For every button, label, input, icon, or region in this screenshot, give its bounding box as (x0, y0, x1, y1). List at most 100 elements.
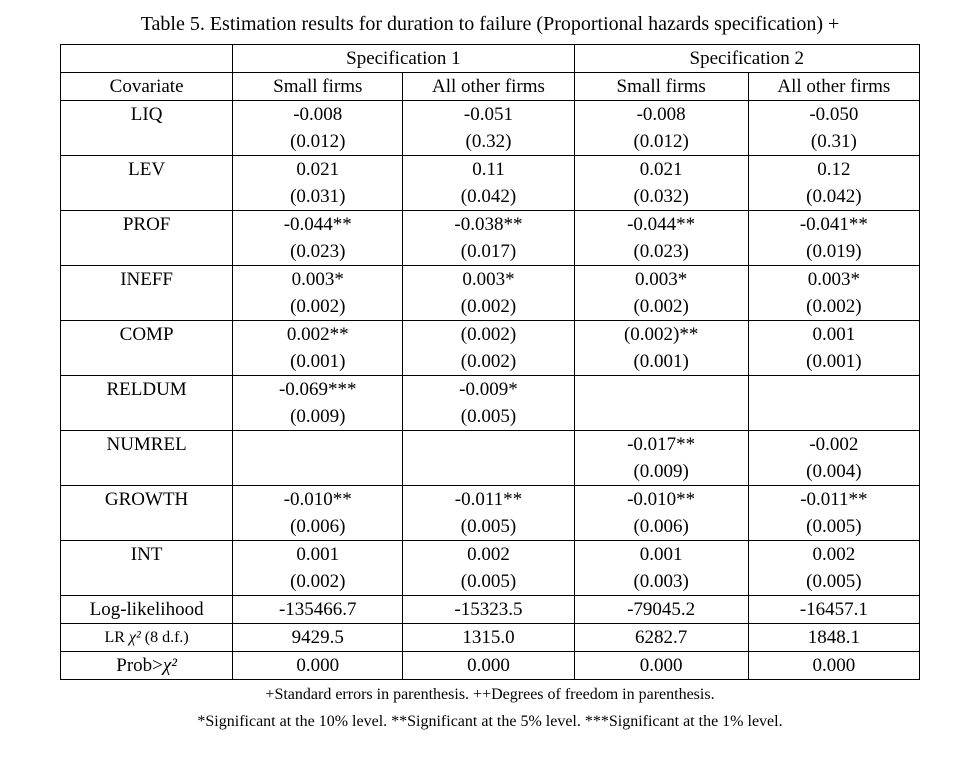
standard-error-value: (0.017) (460, 241, 517, 262)
coefficient-value (575, 377, 747, 404)
coefficient-value (749, 377, 918, 404)
footnote-significance-levels: *Significant at the 10% level. **Signifi… (197, 713, 783, 730)
covariate-row-numrel: NUMREL -0.017** (0.009) -0.002 (0.004) (59, 430, 921, 486)
covariate-label: LEV (59, 155, 234, 211)
standard-error-value: (0.001) (290, 351, 346, 372)
standard-error-value: (0.023) (290, 241, 346, 262)
coefficient-value: 0.001 (296, 544, 340, 565)
standard-error-value: (0.009) (290, 406, 346, 427)
coefficient-value: -0.002 (809, 434, 859, 455)
coefficient-value: 0.002 (467, 544, 510, 565)
covariate-row-ineff: INEFF 0.003* (0.002) 0.003* (0.002) 0.00… (59, 265, 921, 321)
estimate-cell: -0.038** (0.017) (402, 210, 575, 266)
covariate-label: NUMREL (59, 430, 234, 486)
estimate-cell: 0.001 (0.001) (747, 320, 921, 376)
estimate-cell: -0.044** (0.023) (573, 210, 749, 266)
summary-value: 0.000 (747, 651, 921, 680)
estimation-results-table: Specification 1 Specification 2 Covariat… (59, 44, 921, 680)
standard-error-value: (0.006) (633, 516, 689, 537)
coefficient-value: 0.001 (812, 324, 856, 345)
standard-error-value: (0.002) (460, 296, 517, 317)
standard-error-value: (0.002) (806, 296, 862, 317)
estimate-cell: -0.069*** (0.009) (232, 375, 404, 431)
coefficient-value: 0.003* (291, 269, 344, 290)
estimate-cell: -0.009* (0.005) (402, 375, 575, 431)
covariate-row-comp: COMP 0.002** (0.001) (0.002) (0.002) (0.… (59, 320, 921, 376)
coefficient-value: 0.11 (472, 159, 505, 180)
estimate-cell: 0.021 (0.031) (232, 155, 404, 211)
coefficient-value: -0.008 (293, 104, 343, 125)
coefficient-value: 0.003* (807, 269, 860, 290)
standard-error-value: (0.32) (465, 131, 512, 152)
estimate-cell: -0.017** (0.009) (573, 430, 749, 486)
column-header-spec2-all-other-firms: All other firms (747, 72, 921, 101)
estimate-cell: 0.002 (0.005) (747, 540, 921, 596)
estimate-cell: 0.003* (0.002) (232, 265, 404, 321)
summary-label-suffix: (8 d.f.) (140, 629, 189, 646)
estimate-cell: 0.002** (0.001) (232, 320, 404, 376)
standard-error-value: (0.31) (810, 131, 857, 152)
summary-value: -15323.5 (402, 595, 575, 624)
estimate-cell-empty (747, 375, 921, 431)
coefficient-value: -0.010** (283, 489, 352, 510)
covariate-label: RELDUM (59, 375, 234, 431)
chi-squared-symbol: χ² (162, 655, 177, 676)
estimate-cell: 0.001 (0.003) (573, 540, 749, 596)
standard-error-value: (0.031) (290, 186, 346, 207)
coefficient-value: -0.008 (636, 104, 686, 125)
summary-value: -79045.2 (573, 595, 749, 624)
standard-error-value: (0.009) (633, 461, 689, 482)
covariate-label: PROF (59, 210, 234, 266)
coefficient-value: 0.021 (639, 159, 683, 180)
summary-label: LR χ² (8 d.f.) (59, 623, 234, 652)
standard-error-value: (0.002) (290, 296, 346, 317)
estimate-cell: (0.002)** (0.001) (573, 320, 749, 376)
summary-value: 9429.5 (232, 623, 404, 652)
summary-row-prob-chi2: Prob>χ² 0.000 0.000 0.000 0.000 (59, 651, 921, 680)
standard-error-value: (0.005) (460, 406, 517, 427)
covariate-row-growth: GROWTH -0.010** (0.006) -0.011** (0.005)… (59, 485, 921, 541)
standard-error-value: (0.023) (633, 241, 689, 262)
estimate-cell: 0.001 (0.002) (232, 540, 404, 596)
estimate-cell: 0.12 (0.042) (747, 155, 921, 211)
coefficient-value: 0.12 (817, 159, 851, 180)
coefficient-value: -0.050 (809, 104, 859, 125)
summary-value: 0.000 (232, 651, 404, 680)
summary-value: 1848.1 (747, 623, 921, 652)
coefficient-value: 0.002 (812, 544, 856, 565)
estimate-cell: -0.011** (0.005) (402, 485, 575, 541)
standard-error-value: (0.005) (460, 516, 517, 537)
summary-value: 0.000 (402, 651, 575, 680)
column-header-spec2-small-firms: Small firms (573, 72, 749, 101)
spec-header-row: Specification 1 Specification 2 (59, 44, 921, 73)
standard-error-value: (0.042) (806, 186, 862, 207)
estimate-cell: 0.002 (0.005) (402, 540, 575, 596)
standard-error-value (749, 403, 918, 430)
coefficient-value: -0.038** (454, 214, 523, 235)
spec2-header: Specification 2 (573, 44, 921, 73)
standard-error-value: (0.005) (806, 571, 862, 592)
coefficient-value: 0.003* (635, 269, 688, 290)
coefficient-value: -0.069*** (278, 379, 357, 400)
estimate-cell-empty (573, 375, 749, 431)
standard-error-value: (0.002) (633, 296, 689, 317)
summary-label-text: Prob> (116, 655, 163, 676)
standard-error-value: (0.012) (633, 131, 689, 152)
coefficient-value: -0.017** (627, 434, 696, 455)
coefficient-value: -0.051 (463, 104, 513, 125)
coefficient-value: 0.003* (462, 269, 515, 290)
standard-error-value: (0.005) (806, 516, 862, 537)
estimate-cell: -0.050 (0.31) (747, 100, 921, 156)
column-header-spec1-small-firms: Small firms (232, 72, 404, 101)
covariate-row-int: INT 0.001 (0.002) 0.002 (0.005) 0.001 (0… (59, 540, 921, 596)
estimate-cell: -0.002 (0.004) (747, 430, 921, 486)
standard-error-value: (0.032) (633, 186, 689, 207)
coefficient-value: 0.001 (639, 544, 683, 565)
column-header-spec1-all-other-firms: All other firms (402, 72, 575, 101)
estimate-cell: -0.044** (0.023) (232, 210, 404, 266)
coefficient-value: 0.002** (286, 324, 349, 345)
covariate-row-prof: PROF -0.044** (0.023) -0.038** (0.017) -… (59, 210, 921, 266)
coefficient-value: -0.041** (799, 214, 868, 235)
coefficient-value (404, 432, 573, 459)
estimate-cell: -0.008 (0.012) (573, 100, 749, 156)
